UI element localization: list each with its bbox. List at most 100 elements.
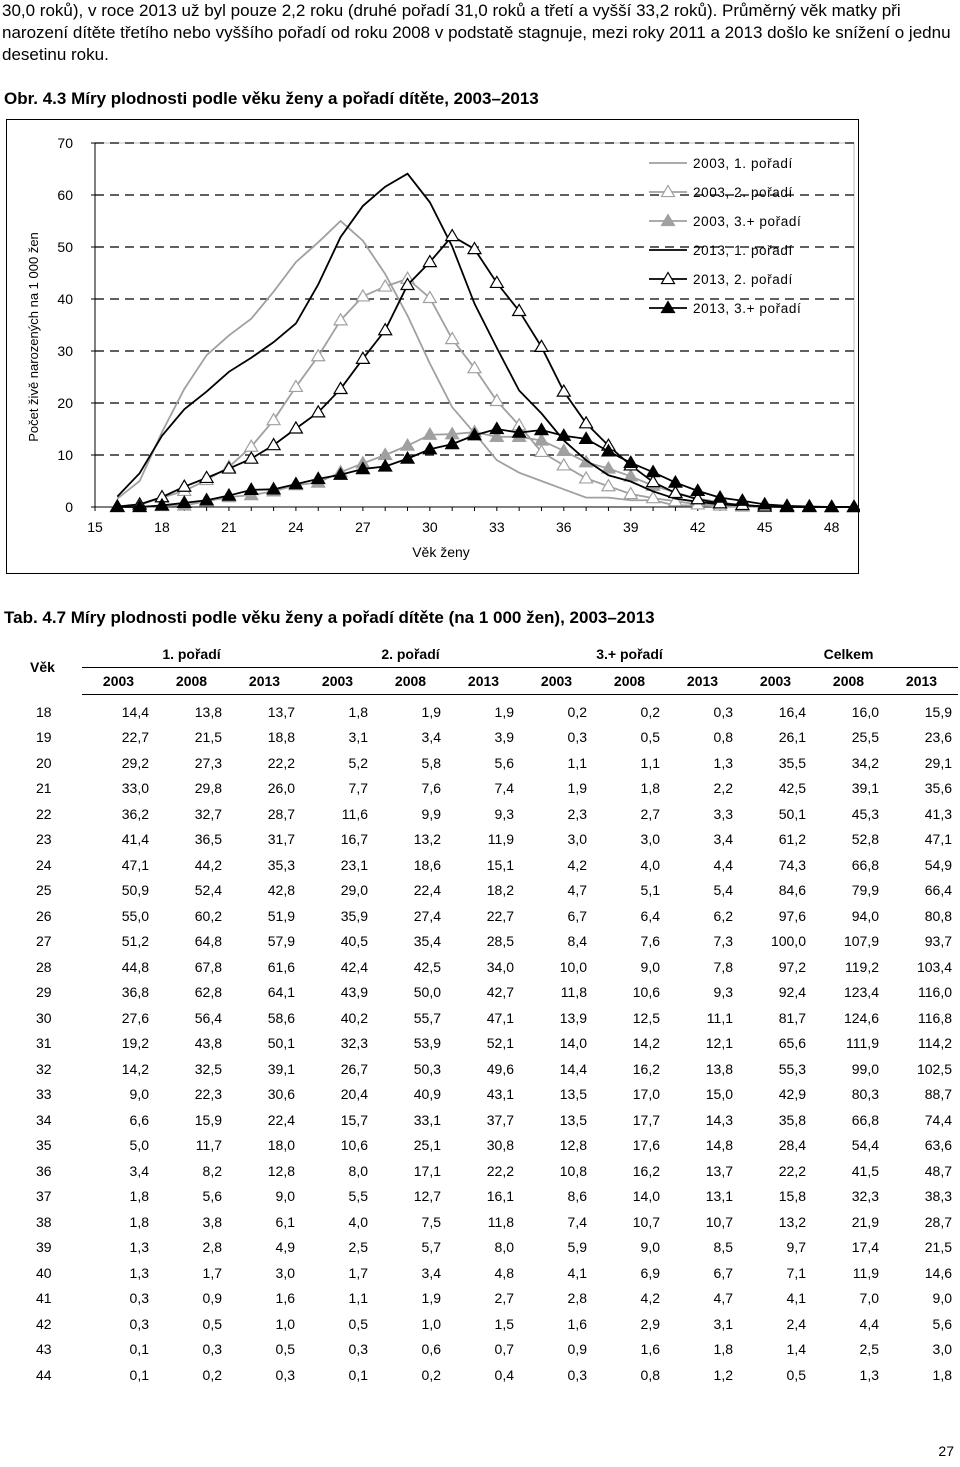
data-point	[645, 464, 661, 478]
table-cell: 58,6	[267, 1009, 295, 1026]
table-cell: 15,7	[340, 1111, 368, 1128]
table-cell: 116,0	[918, 984, 952, 1001]
year-header: 2008	[812, 667, 885, 695]
table-cell: 15,1	[486, 856, 514, 873]
table-cell: 7,6	[421, 780, 441, 797]
age-cell: 43	[36, 1341, 52, 1358]
table-cell: 93,7	[924, 933, 952, 950]
table-cell: 92,4	[778, 984, 806, 1001]
table-cell: 21,5	[924, 1239, 952, 1256]
table-cell: 9,0	[640, 958, 660, 975]
table-cell: 2,4	[786, 1315, 806, 1332]
table-cell: 56,4	[194, 1009, 222, 1026]
data-point	[288, 476, 304, 490]
x-tick-label: 24	[288, 519, 304, 535]
data-point	[243, 482, 259, 495]
data-point	[556, 383, 572, 397]
data-point	[712, 489, 728, 503]
table-cell: 13,1	[705, 1188, 733, 1205]
table-cell: 0,3	[129, 1315, 149, 1332]
table-cell: 42,5	[778, 780, 806, 797]
legend-marker	[660, 184, 676, 198]
table-cell: 1,9	[494, 703, 514, 720]
table-cell: 0,3	[202, 1341, 222, 1358]
table-cell: 55,7	[413, 1009, 441, 1026]
age-cell: 42	[36, 1315, 52, 1332]
series-line	[117, 234, 854, 508]
table-cell: 36,8	[121, 984, 149, 1001]
table-cell: 0,3	[713, 703, 733, 720]
table-row: 31 19,2 43,8 50,1 32,3 53,9 52,1 14,0 14,2 12,1 65…	[0, 1031, 958, 1057]
table-cell: 4,8	[494, 1264, 514, 1281]
table-cell: 0,3	[129, 1290, 149, 1307]
table-row: 38 1,8 3,8 6,1 4,0 7,5 11,8 7,4 10,7 10,7 13,2 21,9…	[0, 1209, 958, 1235]
table-cell: 16,4	[778, 703, 806, 720]
x-tick-label: 30	[422, 519, 438, 535]
data-point	[489, 429, 505, 442]
table-cell: 0,2	[202, 1366, 222, 1383]
table-cell: 100,0	[770, 933, 806, 950]
table-cell: 7,6	[640, 933, 660, 950]
table-cell: 3,0	[932, 1341, 952, 1358]
age-cell: 19	[36, 729, 52, 746]
table-cell: 41,4	[121, 831, 149, 848]
table-cell: 1,9	[421, 703, 441, 720]
x-tick-label: 39	[623, 519, 639, 535]
data-point	[377, 322, 393, 336]
table-cell: 5,7	[421, 1239, 441, 1256]
table-cell: 2,5	[859, 1341, 879, 1358]
age-cell: 20	[36, 754, 52, 771]
table-cell: 33,0	[121, 780, 149, 797]
table-cell: 6,9	[640, 1264, 660, 1281]
data-point	[399, 437, 416, 451]
legend-entry: 2003, 2. pořadí	[693, 185, 793, 200]
table-row: 27 51,2 64,8 57,9 40,5 35,4 28,5 8,4 7,6 7,3 100,0…	[0, 929, 958, 955]
table-cell: 0,4	[494, 1366, 514, 1383]
table-header-groups: Věk 1. pořadí 2. pořadí 3.+ pořadí Celke…	[0, 640, 958, 675]
table-cell: 0,8	[640, 1366, 660, 1383]
table-cell: 2,5	[348, 1239, 368, 1256]
table-cell: 15,9	[194, 1111, 222, 1128]
table-row: 33 9,0 22,3 30,6 20,4 40,9 43,1 13,5 17,0 15,0 42,…	[0, 1082, 958, 1108]
table-row: 35 5,0 11,7 18,0 10,6 25,1 30,8 12,8 17,6 14,8 28,…	[0, 1133, 958, 1159]
legend-entry: 2013, 3.+ pořadí	[693, 301, 801, 316]
table-cell: 5,6	[932, 1315, 952, 1332]
table-cell: 22,7	[486, 907, 514, 924]
table-cell: 0,5	[275, 1341, 295, 1358]
table-row: 30 27,6 56,4 58,6 40,2 55,7 47,1 13,9 12,5 11,1 81…	[0, 1005, 958, 1031]
table-cell: 1,7	[202, 1264, 222, 1281]
table-cell: 12,5	[632, 1009, 660, 1026]
data-point	[623, 486, 639, 500]
table-cell: 1,3	[859, 1366, 879, 1383]
table-cell: 5,9	[567, 1239, 587, 1256]
table-row: 36 3,4 8,2 12,8 8,0 17,1 22,2 10,8 16,2 13,7 22,2 4…	[0, 1158, 958, 1184]
data-point	[199, 470, 215, 484]
table-cell: 22,4	[267, 1111, 295, 1128]
table-cell: 0,9	[567, 1341, 587, 1358]
table-cell: 33,1	[413, 1111, 441, 1128]
table-cell: 13,9	[559, 1009, 587, 1026]
table-cell: 13,7	[267, 703, 295, 720]
table-cell: 10,8	[559, 1162, 587, 1179]
table-cell: 0,9	[202, 1290, 222, 1307]
table-row: 19 22,7 21,5 18,8 3,1 3,4 3,9 0,3 0,5 0,8 26,1 25,5…	[0, 725, 958, 751]
table-cell: 124,6	[843, 1009, 879, 1026]
y-tick-label: 40	[57, 291, 73, 307]
table-cell: 6,6	[129, 1111, 149, 1128]
year-header: 2003	[739, 667, 812, 695]
table-cell: 4,1	[786, 1290, 806, 1307]
data-point	[355, 288, 371, 302]
data-point	[623, 455, 639, 468]
x-tick-label: 45	[757, 519, 773, 535]
data-point	[578, 415, 594, 429]
table-cell: 29,0	[340, 882, 368, 899]
table-cell: 14,4	[121, 703, 149, 720]
table-cell: 42,7	[486, 984, 514, 1001]
data-point	[578, 431, 594, 445]
table-cell: 66,4	[924, 882, 952, 899]
table-row: 42 0,3 0,5 1,0 0,5 1,0 1,5 1,6 2,9 3,1 2,4 4,4 5,6	[0, 1311, 958, 1337]
data-point	[533, 432, 550, 446]
table-cell: 1,1	[640, 754, 660, 771]
x-tick-label: 33	[489, 519, 505, 535]
table-cell: 4,2	[640, 1290, 660, 1307]
